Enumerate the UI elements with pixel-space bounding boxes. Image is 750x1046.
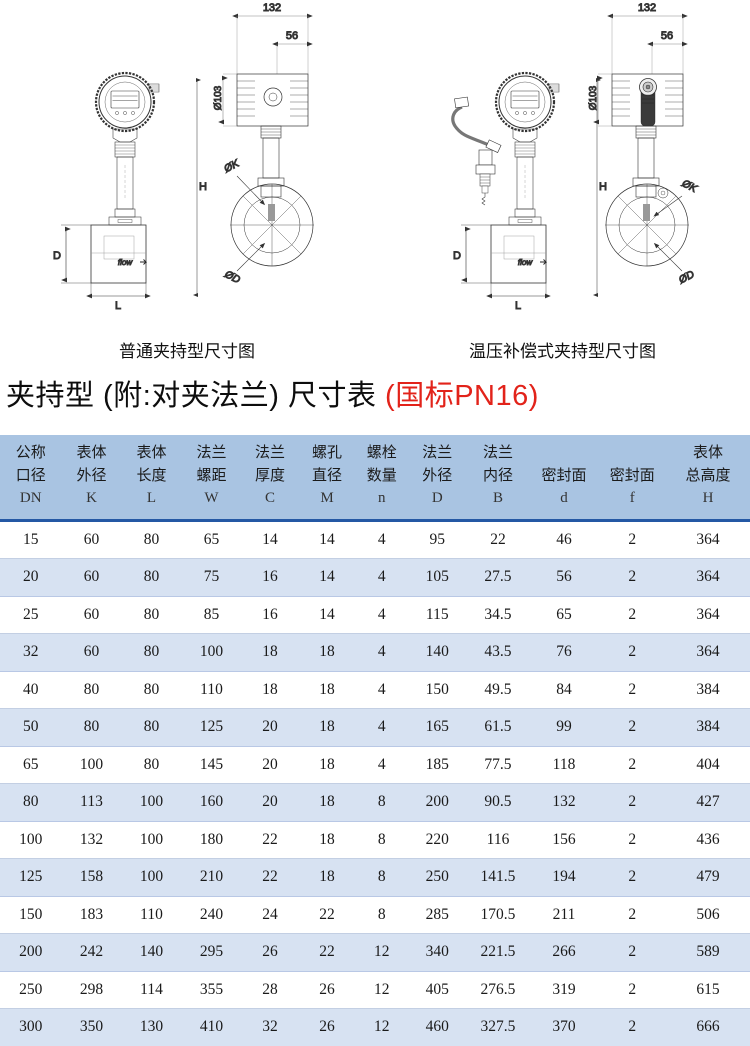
svg-text:132: 132	[638, 2, 656, 14]
svg-text:ØK: ØK	[221, 157, 242, 175]
svg-text:ØD: ØD	[222, 268, 243, 286]
svg-text:56: 56	[661, 30, 673, 42]
svg-text:132: 132	[263, 2, 281, 14]
svg-text:Ø103: Ø103	[588, 85, 599, 110]
svg-text:56: 56	[286, 30, 298, 42]
svg-text:Ø103: Ø103	[213, 85, 224, 110]
svg-text:H: H	[199, 181, 207, 193]
svg-text:flow: flow	[518, 258, 533, 267]
svg-text:D: D	[453, 250, 461, 262]
svg-text:L: L	[115, 300, 121, 312]
svg-text:flow: flow	[118, 258, 133, 267]
svg-text:ØK: ØK	[679, 177, 700, 195]
svg-text:D: D	[53, 250, 61, 262]
svg-text:ØD: ØD	[676, 268, 697, 286]
svg-text:H: H	[599, 181, 607, 193]
svg-text:L: L	[515, 300, 521, 312]
